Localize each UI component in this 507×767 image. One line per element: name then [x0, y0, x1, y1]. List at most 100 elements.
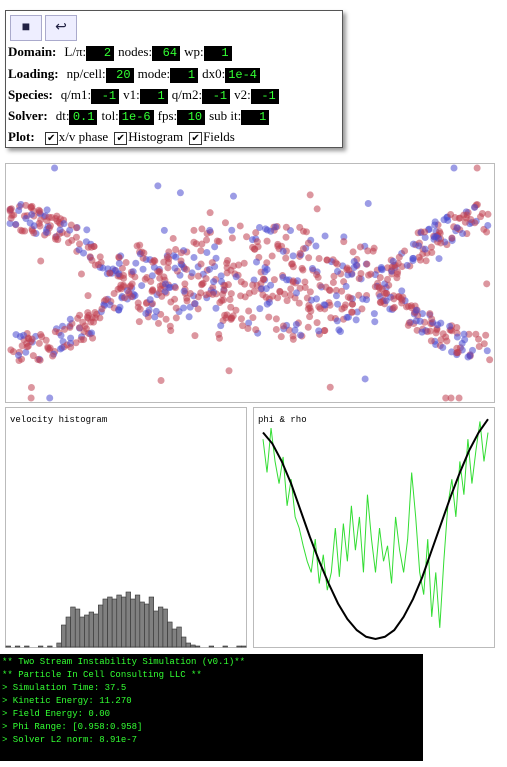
- particle: [64, 239, 72, 247]
- particle: [389, 304, 397, 312]
- particle: [421, 245, 429, 253]
- particle: [26, 219, 34, 227]
- particle: [262, 293, 270, 301]
- particle: [43, 206, 51, 214]
- particle: [315, 327, 323, 335]
- row-label: Plot:: [8, 129, 35, 144]
- particle: [249, 314, 257, 322]
- particle: [191, 332, 199, 340]
- particle: [132, 259, 140, 267]
- particle: [480, 340, 488, 348]
- particle: [306, 304, 314, 312]
- field-input[interactable]: 64: [152, 45, 181, 61]
- histogram-bar: [158, 606, 164, 648]
- particle: [156, 268, 164, 276]
- particle: [382, 297, 390, 305]
- reset-button[interactable]: ↩: [45, 15, 77, 41]
- field-input[interactable]: 2: [86, 45, 115, 61]
- field-input[interactable]: 1e-4: [225, 67, 261, 83]
- particle: [49, 352, 57, 360]
- histogram-bar: [38, 645, 44, 648]
- field-input[interactable]: 20: [105, 67, 134, 83]
- histogram-bar: [102, 598, 108, 648]
- particle: [416, 317, 424, 325]
- particle: [190, 226, 198, 234]
- particle: [313, 205, 321, 213]
- particle: [469, 346, 477, 354]
- particle: [292, 320, 300, 328]
- particle: [35, 206, 43, 214]
- particle: [334, 300, 342, 308]
- histogram-bar: [171, 628, 178, 648]
- particle: [313, 319, 321, 327]
- particle: [377, 265, 385, 273]
- field-input[interactable]: 1: [241, 109, 270, 125]
- particle: [169, 234, 177, 242]
- particle: [151, 313, 159, 321]
- particle: [80, 336, 88, 344]
- particle: [209, 290, 217, 298]
- particle: [437, 239, 445, 247]
- particle: [7, 346, 15, 354]
- particle: [453, 349, 461, 357]
- particle: [96, 253, 104, 261]
- particle: [203, 236, 211, 244]
- field-input[interactable]: 0.1: [69, 109, 98, 125]
- particle: [172, 253, 180, 261]
- particle: [211, 243, 219, 251]
- particle: [282, 254, 290, 262]
- particle: [28, 202, 36, 210]
- particle: [76, 324, 84, 332]
- particle: [434, 321, 442, 329]
- particle: [183, 265, 191, 273]
- row-label: Species:: [8, 87, 53, 102]
- field-input[interactable]: 1: [203, 45, 232, 61]
- particle: [439, 330, 447, 338]
- field-input[interactable]: -1: [91, 88, 120, 104]
- particle: [369, 247, 377, 255]
- particle: [348, 300, 356, 308]
- particle: [164, 264, 172, 272]
- particle: [459, 230, 467, 238]
- checkbox[interactable]: ✔: [114, 131, 128, 145]
- field-input[interactable]: -1: [250, 88, 279, 104]
- particle: [228, 226, 236, 234]
- row-label: Loading:: [8, 66, 59, 81]
- histogram-bar: [148, 596, 154, 648]
- particle: [227, 315, 235, 323]
- particle: [321, 232, 329, 240]
- particle: [267, 227, 275, 235]
- histogram-plot: velocity histogram: [5, 407, 247, 648]
- checkbox[interactable]: ✔: [189, 131, 203, 145]
- particle: [301, 283, 309, 291]
- particle: [198, 240, 206, 248]
- particle: [160, 226, 168, 234]
- particle: [358, 305, 366, 313]
- field-input[interactable]: 1: [139, 88, 168, 104]
- histogram-bar: [125, 591, 131, 648]
- particle: [135, 318, 143, 326]
- histogram-bar: [107, 596, 113, 648]
- particle: [120, 274, 128, 282]
- checkbox[interactable]: ✔: [44, 131, 58, 145]
- particle: [163, 253, 171, 261]
- particle: [240, 259, 248, 267]
- histogram-bar: [153, 610, 159, 648]
- particle: [72, 339, 80, 347]
- field-input[interactable]: 1e-6: [118, 109, 154, 125]
- particle: [106, 269, 114, 277]
- particle: [371, 318, 379, 326]
- histogram-bar: [144, 603, 150, 648]
- histogram-bar: [111, 598, 118, 648]
- particle: [149, 258, 157, 266]
- particle: [282, 223, 290, 231]
- field-input[interactable]: 10: [177, 109, 206, 125]
- particle: [183, 294, 191, 302]
- stop-button[interactable]: ■: [10, 15, 42, 41]
- particle: [82, 238, 90, 246]
- particle: [447, 394, 455, 402]
- field-input[interactable]: -1: [202, 88, 231, 104]
- field-input[interactable]: 1: [170, 67, 199, 83]
- particle: [453, 333, 461, 341]
